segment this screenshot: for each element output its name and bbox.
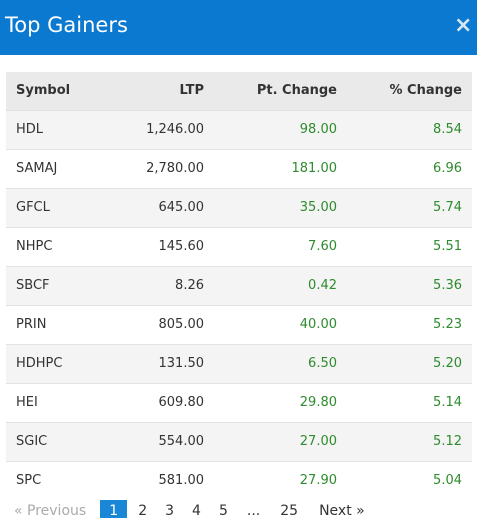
symbol-cell[interactable]: SAMAJ bbox=[16, 161, 58, 176]
table-row[interactable]: GFCL 645.00 35.00 5.74 bbox=[6, 188, 472, 227]
table-row[interactable]: HDL 1,246.00 98.00 8.54 bbox=[6, 110, 472, 149]
pct-change-cell: 5.04 bbox=[433, 473, 462, 489]
page-link-2[interactable]: 2 bbox=[138, 503, 148, 518]
pct-change-cell: 5.51 bbox=[433, 239, 462, 254]
gainers-table: Symbol LTP Pt. Change % Change HDL 1,246… bbox=[6, 72, 472, 500]
symbol-cell[interactable]: HEI bbox=[16, 395, 38, 410]
table-row[interactable]: SGIC 554.00 27.00 5.12 bbox=[6, 422, 472, 461]
pct-change-cell: 5.74 bbox=[433, 200, 462, 215]
table-row[interactable]: SPC 581.00 27.90 5.04 bbox=[6, 461, 472, 500]
table-row[interactable]: HDHPC 131.50 6.50 5.20 bbox=[6, 344, 472, 383]
pt-change-cell: 6.50 bbox=[308, 356, 337, 371]
modal-title: Top Gainers bbox=[5, 13, 128, 37]
column-header-pct-change[interactable]: % Change bbox=[389, 83, 463, 99]
pt-change-cell: 40.00 bbox=[299, 317, 337, 332]
pagination: « Previous 1 2 3 4 5 ... 25 Next » bbox=[14, 500, 365, 518]
table-row[interactable]: SBCF 8.26 0.42 5.36 bbox=[6, 266, 472, 305]
ltp-cell: 2,780.00 bbox=[146, 161, 204, 176]
table-header-row: Symbol LTP Pt. Change % Change bbox=[6, 72, 472, 110]
pt-change-cell: 29.80 bbox=[299, 395, 337, 410]
modal-header: Top Gainers × bbox=[0, 0, 477, 55]
pt-change-cell: 98.00 bbox=[299, 122, 337, 137]
page-link-1[interactable]: 1 bbox=[100, 500, 128, 518]
ltp-cell: 805.00 bbox=[158, 317, 205, 332]
next-page-link[interactable]: Next » bbox=[319, 503, 365, 518]
symbol-cell[interactable]: SBCF bbox=[16, 278, 50, 293]
pct-change-cell: 5.23 bbox=[433, 317, 462, 332]
ltp-cell: 145.60 bbox=[158, 239, 205, 254]
pt-change-cell: 27.90 bbox=[299, 473, 337, 489]
table-row[interactable]: NHPC 145.60 7.60 5.51 bbox=[6, 227, 472, 266]
pt-change-cell: 181.00 bbox=[291, 161, 338, 176]
table-row[interactable]: HEI 609.80 29.80 5.14 bbox=[6, 383, 472, 422]
page-link-3[interactable]: 3 bbox=[165, 503, 175, 518]
pct-change-cell: 5.36 bbox=[433, 278, 462, 293]
column-header-symbol[interactable]: Symbol bbox=[16, 83, 71, 99]
ltp-cell: 581.00 bbox=[158, 473, 205, 489]
ltp-cell: 645.00 bbox=[158, 200, 205, 215]
gainers-table-container: Symbol LTP Pt. Change % Change HDL 1,246… bbox=[6, 72, 472, 500]
pagination-ellipsis: ... bbox=[246, 503, 261, 518]
symbol-cell[interactable]: HDHPC bbox=[16, 356, 63, 371]
ltp-cell: 554.00 bbox=[158, 434, 205, 449]
page-link-last[interactable]: 25 bbox=[280, 503, 299, 518]
pt-change-cell: 35.00 bbox=[299, 200, 337, 215]
ltp-cell: 609.80 bbox=[158, 395, 205, 410]
pct-change-cell: 6.96 bbox=[433, 161, 462, 176]
symbol-cell[interactable]: HDL bbox=[16, 122, 44, 137]
pt-change-cell: 27.00 bbox=[299, 434, 337, 449]
symbol-cell[interactable]: SPC bbox=[16, 473, 42, 489]
pt-change-cell: 0.42 bbox=[308, 278, 337, 293]
pct-change-cell: 5.12 bbox=[433, 434, 462, 449]
ltp-cell: 131.50 bbox=[158, 356, 205, 371]
symbol-cell[interactable]: GFCL bbox=[16, 200, 50, 215]
ltp-cell: 1,246.00 bbox=[146, 122, 204, 137]
pct-change-cell: 8.54 bbox=[433, 122, 462, 137]
pt-change-cell: 7.60 bbox=[308, 239, 337, 254]
close-icon[interactable]: × bbox=[454, 13, 473, 38]
symbol-cell[interactable]: SGIC bbox=[16, 434, 48, 449]
pct-change-cell: 5.20 bbox=[433, 356, 462, 371]
page-link-4[interactable]: 4 bbox=[192, 503, 201, 518]
column-header-ltp[interactable]: LTP bbox=[179, 83, 204, 99]
table-row[interactable]: PRIN 805.00 40.00 5.23 bbox=[6, 305, 472, 344]
pct-change-cell: 5.14 bbox=[433, 395, 462, 410]
page-link-5[interactable]: 5 bbox=[218, 503, 228, 518]
table-row[interactable]: SAMAJ 2,780.00 181.00 6.96 bbox=[6, 149, 472, 188]
symbol-cell[interactable]: PRIN bbox=[16, 317, 47, 332]
column-header-pt-change[interactable]: Pt. Change bbox=[256, 83, 337, 99]
ltp-cell: 8.26 bbox=[175, 278, 204, 293]
table-body: HDL 1,246.00 98.00 8.54 SAMAJ 2,780.00 1… bbox=[6, 110, 472, 500]
symbol-cell[interactable]: NHPC bbox=[16, 239, 53, 254]
previous-page-link[interactable]: « Previous bbox=[14, 503, 87, 518]
